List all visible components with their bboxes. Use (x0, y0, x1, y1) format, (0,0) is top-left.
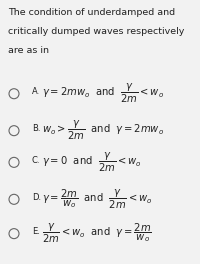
Text: are as in: are as in (8, 46, 49, 55)
Text: The condition of underdamped and: The condition of underdamped and (8, 8, 175, 17)
Text: D.: D. (32, 193, 41, 202)
Text: C.: C. (32, 156, 40, 165)
Text: $\gamma=\dfrac{2m}{w_o}$  and  $\dfrac{\gamma}{2m}<w_o$: $\gamma=\dfrac{2m}{w_o}$ and $\dfrac{\ga… (42, 188, 153, 211)
Text: $\gamma=2mw_o$  and  $\dfrac{\gamma}{2m}<w_o$: $\gamma=2mw_o$ and $\dfrac{\gamma}{2m}<w… (42, 82, 164, 105)
Text: critically dumped waves respectively: critically dumped waves respectively (8, 27, 184, 36)
Text: A.: A. (32, 87, 40, 96)
Text: $\dfrac{\gamma}{2m}<w_o$  and  $\gamma=\dfrac{2m}{w_o}$: $\dfrac{\gamma}{2m}<w_o$ and $\gamma=\df… (42, 222, 152, 245)
Text: $\gamma=0$  and  $\dfrac{\gamma}{2m}<w_o$: $\gamma=0$ and $\dfrac{\gamma}{2m}<w_o$ (42, 151, 142, 174)
Text: B.: B. (32, 124, 40, 133)
Text: E.: E. (32, 227, 40, 236)
Text: $w_o>\dfrac{\gamma}{2m}$  and  $\gamma=2mw_o$: $w_o>\dfrac{\gamma}{2m}$ and $\gamma=2mw… (42, 119, 164, 142)
